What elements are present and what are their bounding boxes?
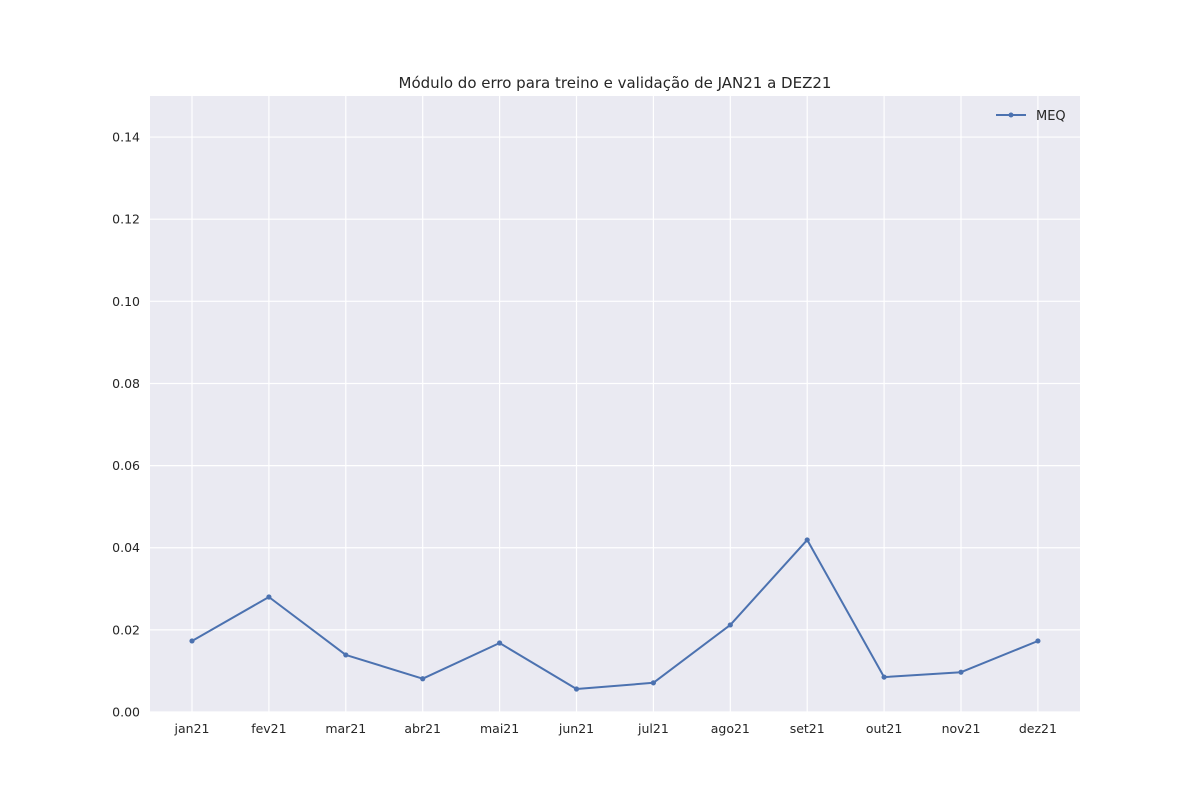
data-point xyxy=(1035,638,1041,644)
data-point xyxy=(343,652,349,658)
data-point xyxy=(189,638,195,644)
x-tick-label: fev21 xyxy=(251,721,286,736)
x-tick-label: out21 xyxy=(866,721,902,736)
y-tick-label: 0.14 xyxy=(112,130,140,145)
legend-label-meq: MEQ xyxy=(1036,109,1066,124)
x-tick-label: mar21 xyxy=(325,721,366,736)
data-point xyxy=(727,622,733,628)
x-tick-label: ago21 xyxy=(711,721,750,736)
x-axis-ticks: jan21 fev21 mar21 abr21 mai21 jun21 jul21 ago21… xyxy=(174,721,1057,736)
data-point xyxy=(266,594,272,600)
x-tick-label: set21 xyxy=(790,721,825,736)
plot-background xyxy=(150,96,1080,712)
chart-title: Módulo do erro para treino e validação d… xyxy=(399,74,832,92)
x-tick-label: jun21 xyxy=(558,721,594,736)
series-group xyxy=(189,537,1041,692)
y-tick-label: 0.08 xyxy=(112,376,140,391)
y-tick-label: 0.10 xyxy=(112,294,140,309)
legend: MEQ xyxy=(996,109,1066,124)
data-point xyxy=(420,676,426,682)
x-tick-label: dez21 xyxy=(1019,721,1057,736)
x-tick-label: abr21 xyxy=(404,721,441,736)
y-axis-ticks: 0.00 0.02 0.04 0.06 0.08 0.10 0.12 0.14 xyxy=(112,130,140,720)
data-point xyxy=(497,640,503,646)
x-tick-label: mai21 xyxy=(480,721,519,736)
series-line-meq xyxy=(191,538,1039,690)
y-tick-label: 0.04 xyxy=(112,540,140,555)
data-point xyxy=(881,674,887,680)
x-tick-label: jul21 xyxy=(637,721,669,736)
data-point xyxy=(573,686,580,692)
y-tick-label: 0.06 xyxy=(112,458,140,473)
legend-marker-meq xyxy=(1008,112,1014,118)
x-tick-label: nov21 xyxy=(942,721,981,736)
y-tick-label: 0.00 xyxy=(112,705,140,720)
y-tick-label: 0.12 xyxy=(112,212,140,227)
data-point xyxy=(650,680,657,686)
grid-lines xyxy=(150,96,1080,713)
data-point xyxy=(804,537,810,543)
y-tick-label: 0.02 xyxy=(112,622,140,637)
x-tick-label: jan21 xyxy=(174,721,210,736)
data-point xyxy=(958,669,964,675)
